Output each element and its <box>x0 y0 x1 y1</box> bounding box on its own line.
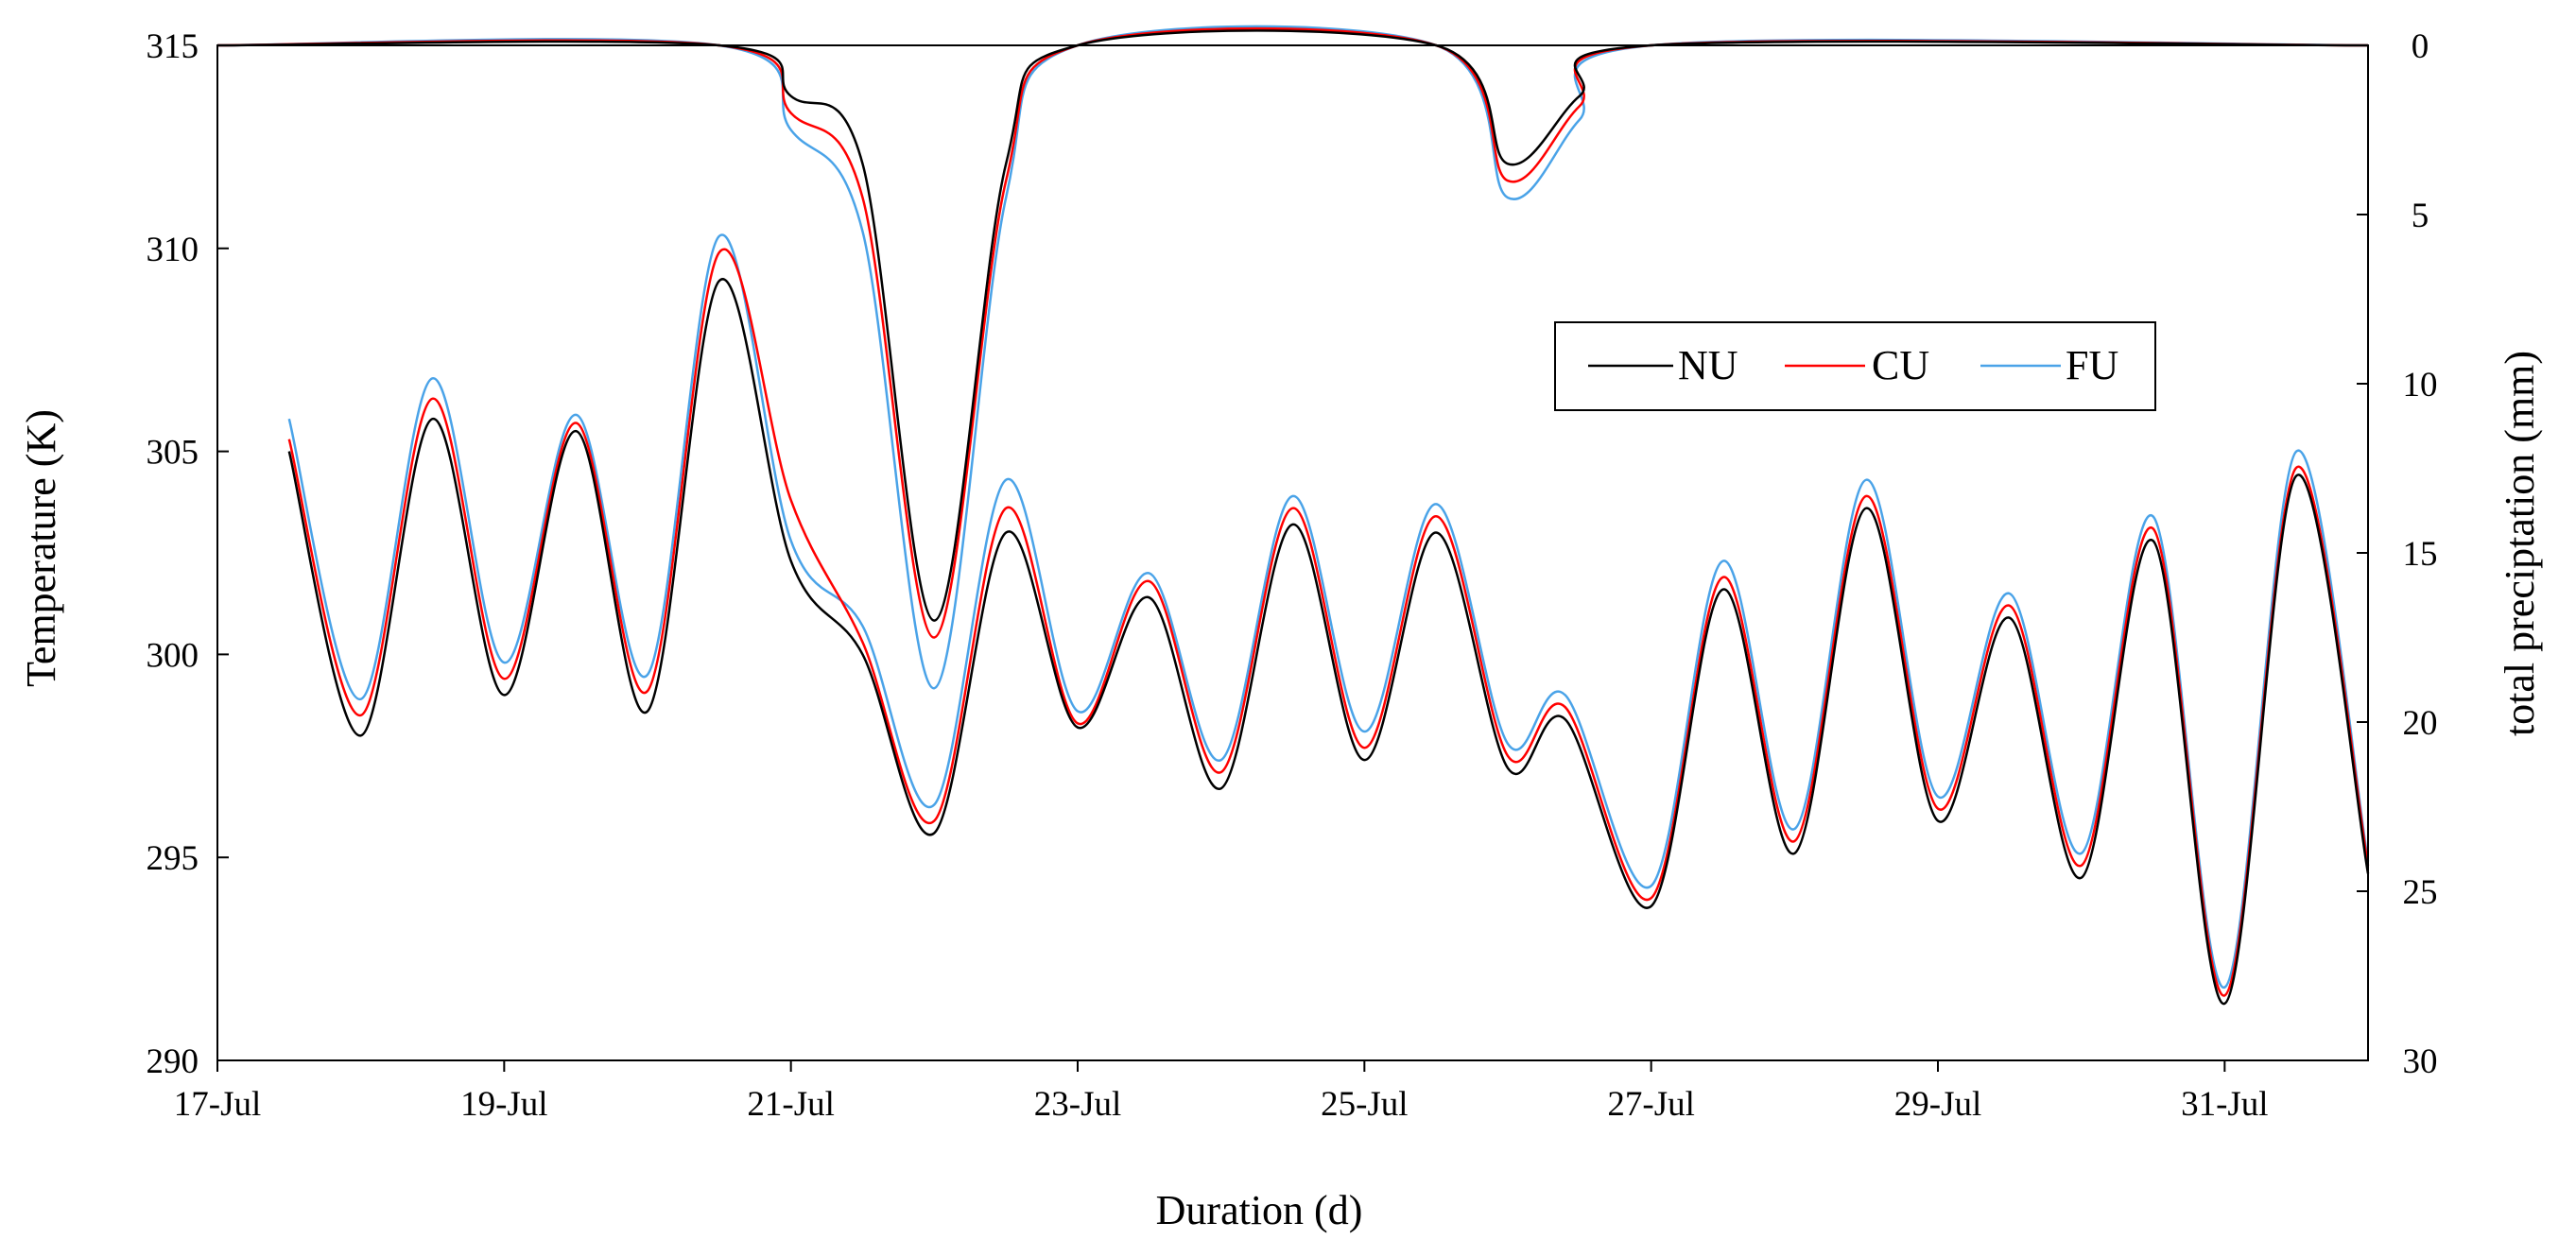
x-tick-label-4: 25-Jul <box>1321 1085 1409 1124</box>
y-right-tick-label-1: 5 <box>2412 197 2429 235</box>
legend: NU CU FU <box>1554 321 2156 411</box>
legend-label-cu: CU <box>1872 342 1929 388</box>
temperature-line-nu <box>287 278 2370 1006</box>
y-right-tick-label-4: 20 <box>2403 704 2438 743</box>
y-right-tick-label-2: 10 <box>2403 366 2438 405</box>
y-right-tick-label-3: 15 <box>2403 535 2438 574</box>
x-tick-label-6: 29-Jul <box>1894 1085 1982 1124</box>
legend-label-nu: NU <box>1678 342 1738 388</box>
x-tick-label-2: 21-Jul <box>747 1085 835 1124</box>
y-left-tick-label-5: 315 <box>147 27 199 66</box>
precipitation-line-nu <box>216 29 2369 622</box>
x-tick-label-7: 31-Jul <box>2181 1085 2269 1124</box>
x-tick-label-5: 27-Jul <box>1607 1085 1695 1124</box>
y-left-tick-label-0: 290 <box>147 1042 199 1081</box>
legend-label-fu: FU <box>2066 342 2118 388</box>
y-right-axis-title: total preciptation (mm) <box>2497 351 2543 736</box>
y-left-tick-label-1: 295 <box>147 839 199 878</box>
plot-area <box>216 25 2370 1006</box>
y-left-tick-label-2: 300 <box>147 636 199 675</box>
x-tick-label-3: 23-Jul <box>1034 1085 1122 1124</box>
ticks: 17-Jul 19-Jul 21-Jul 23-Jul 25-Jul 27-Jul 29-J… <box>147 27 2438 1124</box>
x-tick-label-1: 19-Jul <box>460 1085 548 1124</box>
temperature-line-fu <box>287 233 2370 989</box>
x-axis-title: Duration (d) <box>1156 1187 1363 1233</box>
y-left-tick-label-3: 305 <box>147 434 199 473</box>
y-right-tick-label-5: 25 <box>2403 873 2438 912</box>
y-left-tick-label-4: 310 <box>147 231 199 269</box>
temperature-line-cu <box>287 248 2370 997</box>
y-right-tick-label-0: 0 <box>2412 27 2429 66</box>
y-left-axis-title: Temperature (K) <box>18 409 64 687</box>
x-tick-label-0: 17-Jul <box>174 1085 262 1124</box>
y-right-tick-label-6: 30 <box>2403 1042 2438 1081</box>
